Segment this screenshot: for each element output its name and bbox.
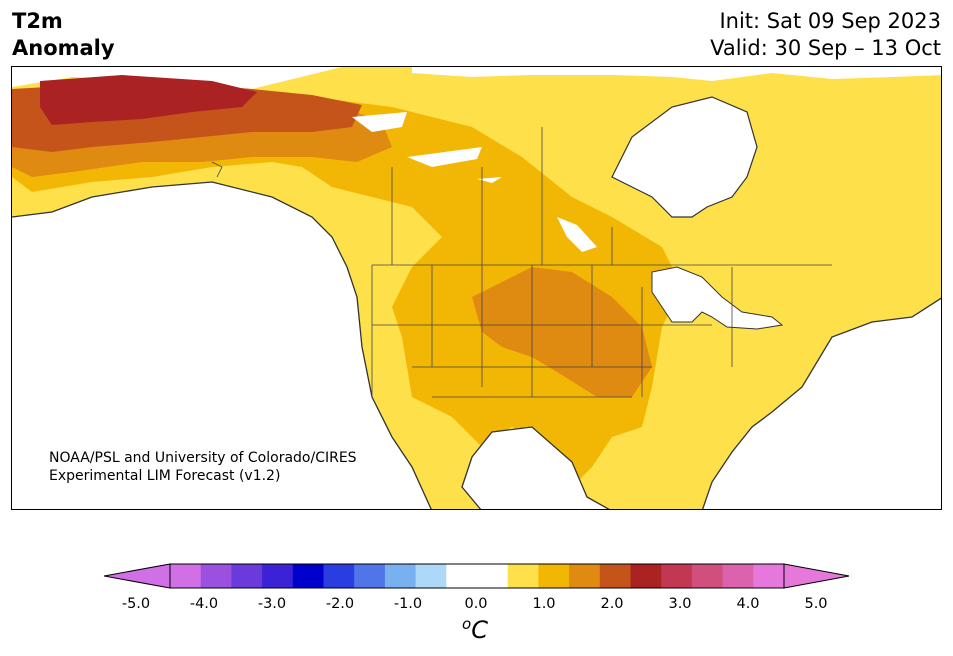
colorbar-over-arrow: [783, 563, 850, 589]
great-lakes: [651, 266, 784, 330]
colorbar: [104, 563, 850, 589]
hudson-bay: [611, 96, 758, 218]
colorbar-tick: -1.0: [393, 596, 423, 612]
forecast-dates: Init: Sat 09 Sep 2023 Valid: 30 Sep – 13…: [710, 8, 941, 62]
credit-text: NOAA/PSL and University of Colorado/CIRE…: [49, 449, 357, 485]
colorbar-tick: 0.0: [464, 596, 488, 612]
land-anomaly-5: [40, 75, 257, 125]
colorbar-cell: [415, 564, 447, 588]
coastline: [12, 181, 941, 509]
colorbar-cell: [231, 564, 263, 588]
land-anomaly-2: [12, 97, 682, 487]
colorbar-tick-labels: -5.0 -4.0 -3.0 -2.0 -1.0 0.0 1.0 2.0 3.0 4.0 5.0: [0, 596, 953, 616]
map-panel: [11, 66, 942, 510]
colorbar-cell: [691, 564, 724, 588]
colorbar-tick: -5.0: [121, 596, 151, 612]
colorbar-cell: [477, 564, 509, 588]
colorbar-tick: -2.0: [325, 596, 355, 612]
colorbar-cell: [292, 564, 324, 588]
anomaly-map: [12, 67, 941, 509]
colorbar-under-arrow: [104, 563, 171, 589]
unit-celsius: C: [471, 616, 488, 644]
gulf-of-mexico: [462, 427, 609, 509]
title-line-variable: T2m: [12, 9, 63, 33]
colorbar-cell: [323, 564, 355, 588]
colorbar-cell: [722, 564, 754, 588]
colorbar-cell: [354, 564, 386, 588]
colorbar-cell: [538, 564, 570, 588]
colorbar-tick: 5.0: [804, 596, 828, 612]
colorbar-tick: 4.0: [736, 596, 760, 612]
arctic-water: [412, 67, 941, 81]
colorbar-cell: [753, 564, 785, 588]
colorbar-tick: 2.0: [600, 596, 624, 612]
inland-lakes: [352, 112, 597, 252]
colorbar-unit: oC: [462, 615, 488, 644]
colorbar-cell: [569, 564, 601, 588]
colorbar-cell: [507, 564, 539, 588]
colorbar-tick: 3.0: [668, 596, 692, 612]
valid-date: Valid: 30 Sep – 13 Oct: [710, 36, 941, 60]
colorbar-cells: [170, 564, 785, 588]
colorbar-tick: 1.0: [532, 596, 556, 612]
credit-line-2: Experimental LIM Forecast (v1.2): [49, 468, 281, 484]
colorbar-cell: [446, 564, 478, 588]
colorbar-cell: [630, 564, 662, 588]
map-title: T2m Anomaly: [12, 8, 115, 62]
title-line-anomaly: Anomaly: [12, 36, 115, 60]
colorbar-cell: [170, 564, 202, 588]
pacific-ocean: [12, 182, 432, 509]
unit-degree: o: [462, 615, 472, 633]
colorbar-cell: [661, 564, 693, 588]
colorbar-tick: -3.0: [257, 596, 287, 612]
init-date: Init: Sat 09 Sep 2023: [719, 9, 941, 33]
colorbar-frame: [169, 563, 785, 589]
colorbar-cell: [384, 564, 417, 588]
atlantic-ocean: [702, 298, 941, 509]
colorbar-tick: -4.0: [189, 596, 219, 612]
state-borders: [211, 127, 832, 398]
colorbar-cell: [599, 564, 631, 588]
colorbar-cell: [262, 564, 294, 588]
colorbar-cell: [200, 564, 232, 588]
land-anomaly-3: [12, 87, 652, 397]
credit-line-1: NOAA/PSL and University of Colorado/CIRE…: [49, 450, 357, 466]
